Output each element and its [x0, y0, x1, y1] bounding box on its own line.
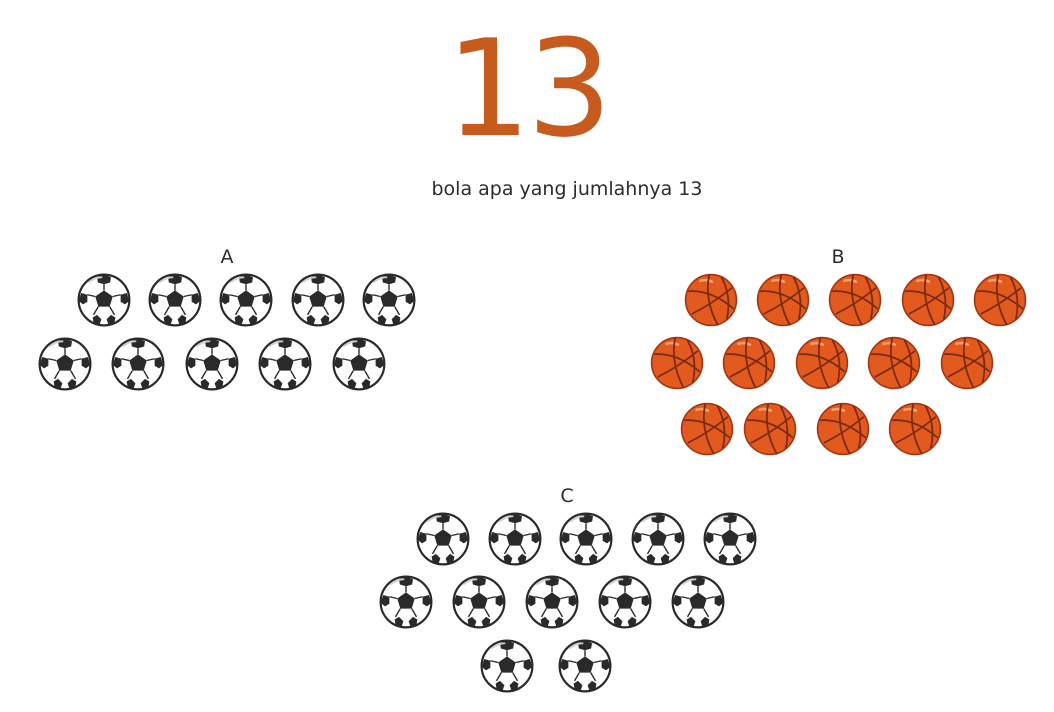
basketball-icon — [887, 401, 943, 457]
soccer-ball-icon — [487, 511, 543, 567]
group-a-label[interactable]: A — [220, 246, 234, 268]
basketball-icon — [679, 401, 735, 457]
soccer-ball-icon — [557, 638, 613, 694]
soccer-ball-icon — [670, 574, 726, 630]
basketball-icon — [900, 272, 956, 328]
soccer-ball-icon — [630, 511, 686, 567]
question-text: bola apa yang jumlahnya 13 — [431, 178, 703, 200]
soccer-ball-icon — [597, 574, 653, 630]
soccer-ball-icon — [218, 272, 274, 328]
soccer-ball-icon — [558, 511, 614, 567]
soccer-ball-icon — [110, 336, 166, 392]
soccer-ball-icon — [184, 336, 240, 392]
group-b-label[interactable]: B — [831, 246, 845, 268]
group-c-label[interactable]: C — [560, 485, 574, 507]
soccer-ball-icon — [702, 511, 758, 567]
soccer-ball-icon — [257, 336, 313, 392]
soccer-ball-icon — [76, 272, 132, 328]
basketball-icon — [794, 335, 850, 391]
soccer-ball-icon — [361, 272, 417, 328]
basketball-icon — [755, 272, 811, 328]
soccer-ball-icon — [147, 272, 203, 328]
basketball-icon — [972, 272, 1028, 328]
soccer-ball-icon — [479, 638, 535, 694]
basketball-icon — [815, 401, 871, 457]
soccer-ball-icon — [290, 272, 346, 328]
soccer-ball-icon — [37, 336, 93, 392]
basketball-icon — [827, 272, 883, 328]
soccer-ball-icon — [524, 574, 580, 630]
basketball-icon — [866, 335, 922, 391]
basketball-icon — [649, 335, 705, 391]
basketball-icon — [939, 335, 995, 391]
soccer-ball-icon — [451, 574, 507, 630]
soccer-ball-icon — [331, 336, 387, 392]
soccer-ball-icon — [415, 511, 471, 567]
target-number: 13 — [445, 11, 613, 167]
basketball-icon — [742, 401, 798, 457]
soccer-ball-icon — [378, 574, 434, 630]
basketball-icon — [683, 272, 739, 328]
basketball-icon — [721, 335, 777, 391]
